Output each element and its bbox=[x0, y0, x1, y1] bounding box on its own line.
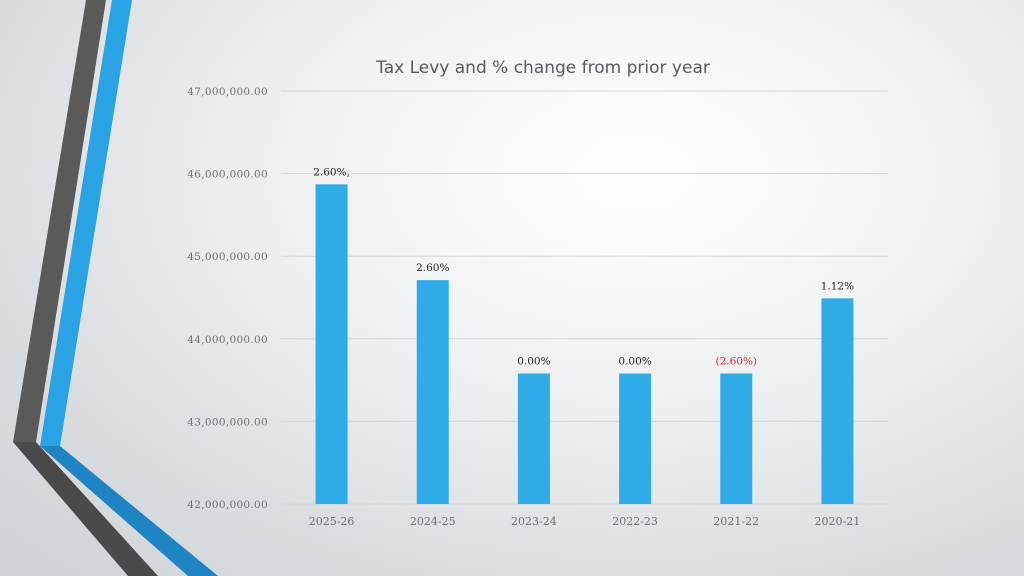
data-label: 0.00% bbox=[517, 355, 550, 367]
gridlines bbox=[281, 90, 888, 505]
bars bbox=[315, 184, 854, 504]
y-tick-label: 46,000,000.00 bbox=[187, 169, 268, 181]
x-tick-label: 2022-23 bbox=[612, 515, 658, 528]
data-label: 2.60% bbox=[416, 262, 449, 274]
x-axis-ticks: 2025-26 2024-25 2023-24 2022-23 2021-22 2020-… bbox=[309, 515, 861, 528]
y-axis-ticks: 42,000,000.00 43,000,000.00 44,000,000.00 4… bbox=[187, 86, 268, 511]
y-tick-label: 42,000,000.00 bbox=[187, 499, 268, 511]
x-tick-label: 2020-21 bbox=[815, 515, 861, 528]
data-label: 0.00% bbox=[618, 355, 651, 367]
data-label: 2.60%, bbox=[313, 166, 350, 178]
dark-stripe-upper bbox=[13, 0, 106, 442]
x-tick-label: 2021-22 bbox=[713, 515, 759, 528]
x-tick-label: 2023-24 bbox=[511, 515, 557, 528]
bar bbox=[517, 373, 550, 504]
bar bbox=[416, 280, 449, 504]
data-label: (2.60%) bbox=[715, 355, 757, 367]
data-labels: 2.60%, 2.60% 0.00% 0.00% (2.60%) 1.12% bbox=[313, 166, 854, 367]
bar bbox=[619, 373, 652, 504]
chart-title: Tax Levy and % change from prior year bbox=[375, 58, 710, 78]
bar bbox=[821, 298, 854, 504]
x-tick-label: 2024-25 bbox=[410, 515, 456, 528]
blue-stripe-lower bbox=[40, 446, 218, 576]
blue-stripe-upper bbox=[40, 0, 132, 446]
y-tick-label: 47,000,000.00 bbox=[187, 86, 268, 98]
dark-stripe-lower bbox=[13, 442, 158, 576]
x-tick-label: 2025-26 bbox=[309, 515, 355, 528]
y-tick-label: 45,000,000.00 bbox=[187, 251, 268, 263]
bar bbox=[720, 373, 753, 504]
data-label: 1.12% bbox=[821, 280, 854, 292]
y-tick-label: 43,000,000.00 bbox=[187, 416, 268, 428]
bar bbox=[315, 184, 348, 504]
y-tick-label: 44,000,000.00 bbox=[187, 334, 268, 346]
